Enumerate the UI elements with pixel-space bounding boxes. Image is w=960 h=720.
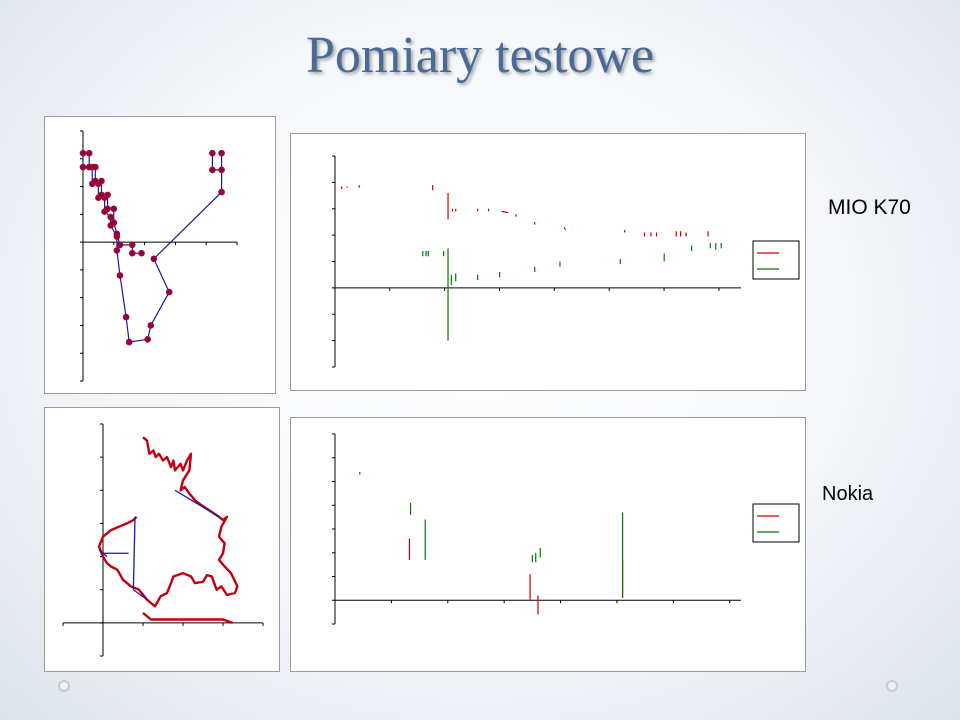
nokia-track-chart <box>44 407 280 672</box>
track-point <box>218 166 225 174</box>
slide-nav-right-icon[interactable] <box>886 680 898 692</box>
track-point <box>218 188 225 196</box>
track-point <box>98 177 105 185</box>
track-point <box>147 322 155 329</box>
track-point <box>150 255 158 263</box>
track-point <box>125 338 133 346</box>
track-point <box>107 213 115 221</box>
nokia-device-label: Nokia <box>822 483 874 505</box>
nokia-en-chart <box>290 417 806 672</box>
mio-device-label: MIO K70 <box>828 196 911 219</box>
track-point <box>79 163 87 171</box>
track-point <box>209 149 216 157</box>
track-point <box>110 205 118 213</box>
legend-box <box>752 503 800 543</box>
track-point <box>165 288 173 296</box>
mio-en-chart <box>290 133 806 391</box>
mio-track-chart <box>44 116 276 394</box>
track-point <box>85 149 93 157</box>
track-point <box>104 191 111 199</box>
track-point <box>116 272 124 279</box>
track-point <box>122 313 130 321</box>
track-point <box>104 205 111 213</box>
track-point <box>218 149 225 157</box>
nokia-en-plot <box>332 433 800 625</box>
track-point <box>116 241 124 249</box>
track-point <box>79 149 87 157</box>
track-point <box>92 177 99 185</box>
track-point <box>144 336 151 343</box>
track-point <box>92 163 99 171</box>
track-point <box>128 249 136 257</box>
slide-nav-left-icon[interactable] <box>58 680 70 692</box>
nokia-track-plot <box>62 423 264 657</box>
track-point <box>113 247 121 254</box>
series-E-segment <box>563 226 566 231</box>
legend-box <box>752 240 800 280</box>
track-point <box>113 230 121 238</box>
track-line <box>97 436 239 608</box>
track-point <box>128 241 136 249</box>
track-gap-segment <box>98 549 108 558</box>
track-point <box>85 163 93 171</box>
track-gap-segment <box>132 516 136 590</box>
series-E-segment <box>501 210 509 214</box>
mio-track-plot <box>79 130 238 382</box>
track-gap-segment <box>133 589 148 601</box>
track-point <box>110 219 118 226</box>
slide-title: Pomiary testowe <box>305 27 655 84</box>
track-tail-line <box>142 611 234 625</box>
track-gap-segment <box>174 489 220 518</box>
track-point <box>98 191 105 199</box>
mio-en-plot <box>332 155 800 368</box>
track-point <box>138 249 145 257</box>
track-point <box>209 166 216 174</box>
